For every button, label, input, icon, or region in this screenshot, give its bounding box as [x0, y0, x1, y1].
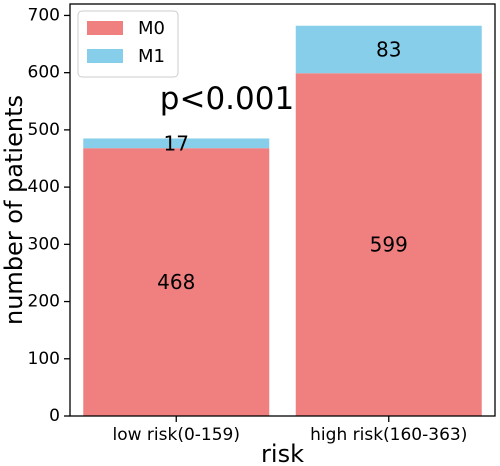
x-tick-label: high risk(160-363): [310, 425, 467, 445]
y-tick-label: 100: [28, 349, 60, 369]
bars-layer: [83, 25, 482, 416]
p-value-annotation: p<0.001: [160, 81, 294, 117]
y-axis: 0 100 200 300 400 500 600 700: [28, 5, 70, 426]
bar-value-label-m1-1: 83: [376, 37, 401, 61]
legend-swatch-m0: [87, 21, 123, 35]
legend-label-m0: M0: [138, 18, 165, 39]
y-tick-label: 400: [28, 177, 60, 197]
bar-value-label-m0-0: 468: [157, 270, 195, 294]
y-tick-label: 200: [28, 292, 60, 312]
bar-m1-0: [83, 138, 270, 149]
y-tick-label: 700: [28, 5, 60, 25]
bar-value-label-m1-0: 17: [164, 131, 189, 155]
x-tick-label: low risk(0-159): [112, 425, 240, 445]
y-tick-label: 500: [28, 120, 60, 140]
bar-m0-1: [295, 73, 482, 416]
x-axis: low risk(0-159) high risk(160-363): [112, 416, 467, 445]
bar-m0-0: [83, 148, 270, 416]
x-axis-label: risk: [261, 440, 304, 466]
y-tick-label: 600: [28, 63, 60, 83]
y-tick-label: 300: [28, 234, 60, 254]
legend-swatch-m1: [87, 49, 123, 63]
bar-value-label-m0-1: 599: [370, 233, 408, 257]
legend-label-m1: M1: [138, 46, 165, 67]
bar-m1-1: [295, 25, 482, 74]
legend: M0 M1: [77, 10, 179, 78]
y-axis-label: number of patients: [0, 95, 28, 325]
y-tick-label: 0: [49, 406, 60, 426]
plot-frame: [69, 3, 496, 417]
bar-labels-layer: 468 17 599 83: [157, 37, 408, 294]
